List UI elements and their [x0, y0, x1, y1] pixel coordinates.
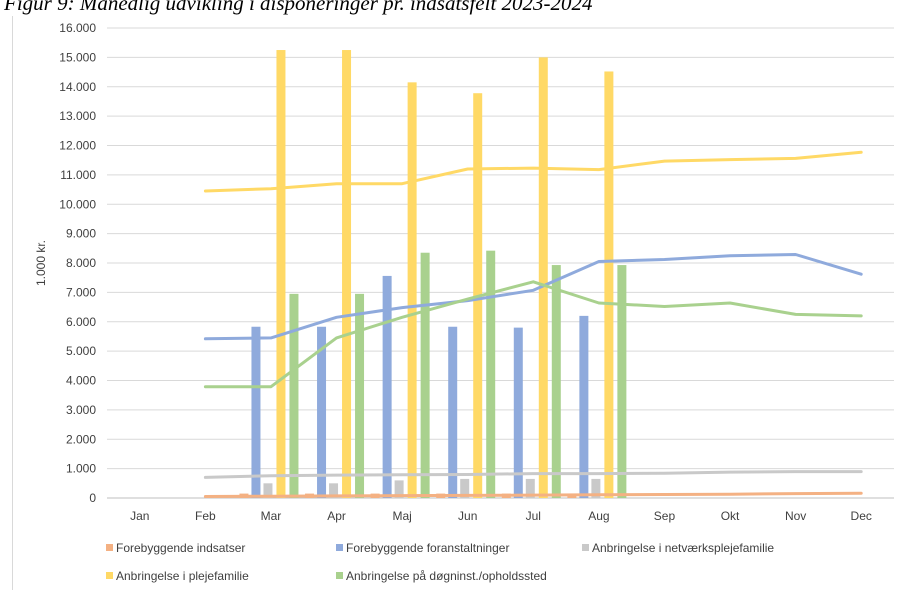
bar: [394, 480, 404, 498]
y-tick-label: 3.000: [66, 403, 96, 417]
x-tick-label: Mar: [261, 509, 282, 523]
bar: [591, 478, 601, 498]
bar: [448, 326, 458, 498]
legend-label: Anbringelse i plejefamilie: [116, 569, 249, 583]
bar: [525, 478, 535, 498]
x-tick-label: Okt: [721, 509, 740, 523]
y-tick-label: 6.000: [66, 315, 96, 329]
y-tick-label: 12.000: [59, 139, 96, 153]
legend-label: Anbringelse i netværksplejefamilie: [592, 541, 774, 555]
bar: [579, 315, 589, 498]
y-tick-label: 4.000: [66, 374, 96, 388]
bar: [342, 50, 352, 498]
x-tick-label: Jun: [458, 509, 477, 523]
y-tick-label: 0: [89, 491, 96, 505]
bar: [329, 483, 339, 498]
y-tick-label: 1.000: [66, 462, 96, 476]
x-tick-label: Maj: [392, 509, 411, 523]
y-tick-label: 11.000: [60, 168, 96, 182]
bar: [513, 327, 523, 498]
legend-swatch: [336, 544, 343, 551]
bar: [420, 252, 430, 498]
bar: [551, 265, 561, 498]
bar: [382, 275, 392, 498]
series-line: [203, 280, 863, 389]
chart-frame: [12, 16, 903, 590]
y-tick-label: 8.000: [66, 256, 96, 270]
x-tick-label: Nov: [785, 509, 806, 523]
y-tick-label: 9.000: [66, 227, 96, 241]
bar: [617, 265, 627, 498]
bar: [355, 293, 365, 498]
series-line: [203, 491, 863, 498]
y-axis-label: 1.000 kr.: [34, 240, 48, 286]
legend-label: Anbringelse på døgninst./opholdssted: [346, 569, 547, 583]
bar: [538, 57, 548, 498]
y-tick-label: 5.000: [66, 344, 96, 358]
x-tick-label: Apr: [327, 509, 346, 523]
series-line: [203, 470, 863, 479]
legend-swatch: [106, 572, 113, 579]
bar: [289, 293, 299, 498]
x-tick-label: Feb: [195, 509, 216, 523]
bar: [276, 50, 286, 498]
y-tick-label: 7.000: [66, 285, 96, 299]
x-tick-label: Sep: [654, 509, 676, 523]
y-tick-label: 15.000: [59, 50, 96, 64]
x-tick-label: Jul: [526, 509, 541, 523]
y-tick-label: 10.000: [59, 197, 96, 211]
y-tick-label: 14.000: [59, 80, 96, 94]
figure-title: Figur 9: Månedlig udvikling i disponerin…: [4, 0, 593, 15]
legend-swatch: [336, 572, 343, 579]
bar: [460, 478, 470, 498]
legend-swatch: [582, 544, 589, 551]
legend-label: Forebyggende foranstaltninger: [346, 541, 509, 555]
bar: [317, 326, 327, 498]
legend-label: Forebyggende indsatser: [116, 541, 245, 555]
bar: [263, 483, 273, 498]
series-line: [203, 150, 863, 193]
x-tick-label: Dec: [851, 509, 872, 523]
bar: [486, 250, 496, 498]
y-tick-label: 13.000: [59, 109, 96, 123]
bar: [407, 82, 417, 498]
x-tick-label: Aug: [588, 509, 609, 523]
series-line: [203, 253, 863, 341]
legend-swatch: [106, 544, 113, 551]
y-tick-label: 2.000: [66, 432, 96, 446]
y-tick-label: 16.000: [59, 21, 96, 35]
bar: [251, 326, 261, 498]
bar: [604, 71, 614, 498]
x-tick-label: Jan: [130, 509, 149, 523]
